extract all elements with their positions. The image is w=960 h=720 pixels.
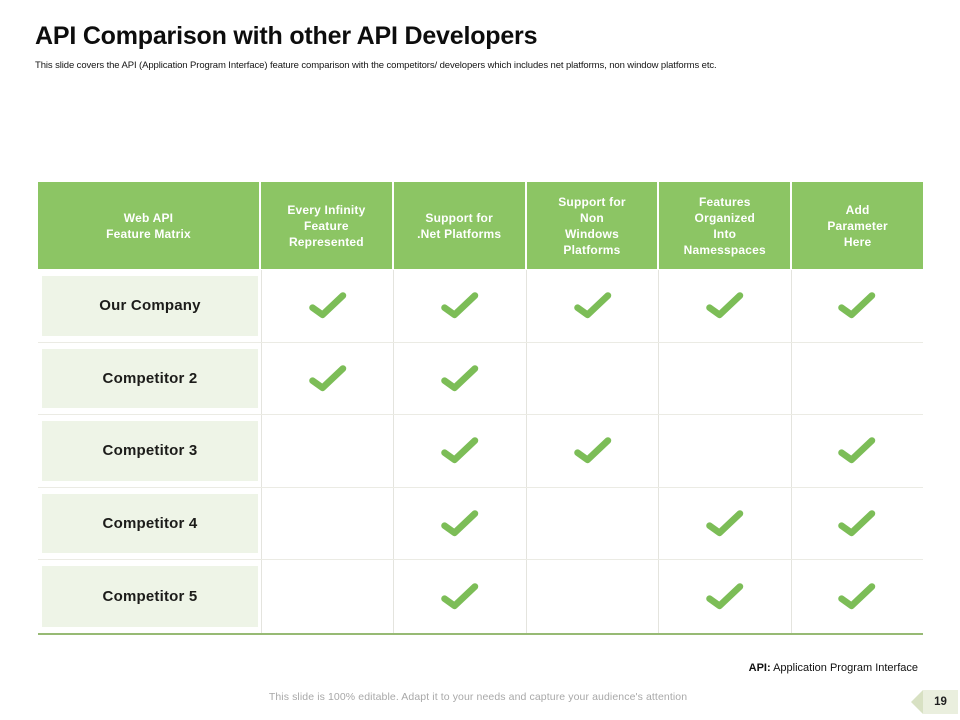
row-label: Competitor 2 bbox=[42, 348, 258, 409]
table-row: Our Company bbox=[38, 270, 923, 343]
check-cell bbox=[393, 560, 525, 633]
check-cell bbox=[393, 342, 525, 415]
checkmark-icon bbox=[706, 583, 744, 610]
check-cell bbox=[525, 487, 658, 560]
column-header: Support for .Net Platforms bbox=[393, 182, 527, 269]
check-cell bbox=[658, 342, 790, 415]
row-label-cell: Our Company bbox=[38, 270, 261, 342]
check-cell bbox=[261, 342, 393, 415]
check-cell bbox=[790, 270, 923, 342]
checkmark-icon bbox=[308, 292, 346, 319]
column-header: Features Organized Into Namesspaces bbox=[659, 182, 793, 269]
footnote-text: Application Program Interface bbox=[770, 662, 918, 674]
check-cell bbox=[790, 342, 923, 415]
checkmark-icon bbox=[441, 365, 479, 392]
checkmark-icon bbox=[706, 510, 744, 537]
check-cell bbox=[790, 487, 923, 560]
checkmark-icon bbox=[441, 583, 479, 610]
slide-subtitle: This slide covers the API (Application P… bbox=[35, 60, 717, 71]
check-cell bbox=[658, 560, 790, 633]
check-cell bbox=[393, 415, 525, 487]
checkmark-icon bbox=[706, 292, 744, 319]
row-label-cell: Competitor 2 bbox=[38, 343, 261, 415]
column-header: Support for Non Windows Platforms bbox=[526, 182, 660, 269]
check-cell bbox=[393, 270, 525, 342]
table-row: Competitor 4 bbox=[38, 487, 923, 561]
checkmark-icon bbox=[573, 292, 611, 319]
check-cell bbox=[261, 487, 393, 560]
table-row: Competitor 3 bbox=[38, 415, 923, 488]
column-header: Web API Feature Matrix bbox=[38, 182, 261, 269]
check-cell bbox=[790, 415, 923, 487]
row-label: Competitor 3 bbox=[42, 421, 258, 481]
check-cell bbox=[525, 415, 658, 487]
footnote-label: API: bbox=[748, 662, 771, 674]
check-cell bbox=[525, 560, 658, 633]
check-cell bbox=[658, 270, 790, 342]
checkmark-icon bbox=[573, 437, 611, 464]
row-label-cell: Competitor 4 bbox=[38, 488, 261, 560]
row-label: Our Company bbox=[42, 276, 258, 336]
check-cell bbox=[658, 487, 790, 560]
editable-note: This slide is 100% editable. Adapt it to… bbox=[268, 691, 688, 703]
check-cell bbox=[261, 560, 393, 633]
footnote: API: Application Program Interface bbox=[749, 662, 918, 674]
checkmark-icon bbox=[441, 292, 479, 319]
column-header: Every Infinity Feature Represented bbox=[261, 182, 394, 269]
checkmark-icon bbox=[441, 437, 479, 464]
check-cell bbox=[525, 342, 658, 415]
row-label-cell: Competitor 5 bbox=[38, 560, 261, 633]
checkmark-icon bbox=[838, 510, 876, 537]
column-header: Add Parameter Here bbox=[792, 182, 923, 269]
table-body: Our Company Competitor 2 Competitor 3 Compe… bbox=[38, 270, 923, 635]
checkmark-icon bbox=[838, 292, 876, 319]
page-title: API Comparison with other API Developers bbox=[35, 22, 538, 50]
check-cell bbox=[261, 270, 393, 342]
table-header-row: Web API Feature Matrix Every Infinity Fea… bbox=[38, 182, 923, 269]
table-row: Competitor 5 bbox=[38, 560, 923, 633]
checkmark-icon bbox=[441, 510, 479, 537]
checkmark-icon bbox=[308, 365, 346, 392]
check-cell bbox=[261, 415, 393, 487]
comparison-table: Web API Feature Matrix Every Infinity Fea… bbox=[38, 182, 923, 635]
table-row: Competitor 2 bbox=[38, 342, 923, 416]
check-cell bbox=[393, 487, 525, 560]
row-label: Competitor 5 bbox=[42, 566, 258, 627]
checkmark-icon bbox=[838, 437, 876, 464]
checkmark-icon bbox=[838, 583, 876, 610]
check-cell bbox=[790, 560, 923, 633]
row-label: Competitor 4 bbox=[42, 493, 258, 554]
row-label-cell: Competitor 3 bbox=[38, 415, 261, 487]
check-cell bbox=[525, 270, 658, 342]
page-number: 19 bbox=[923, 690, 958, 714]
check-cell bbox=[658, 415, 790, 487]
